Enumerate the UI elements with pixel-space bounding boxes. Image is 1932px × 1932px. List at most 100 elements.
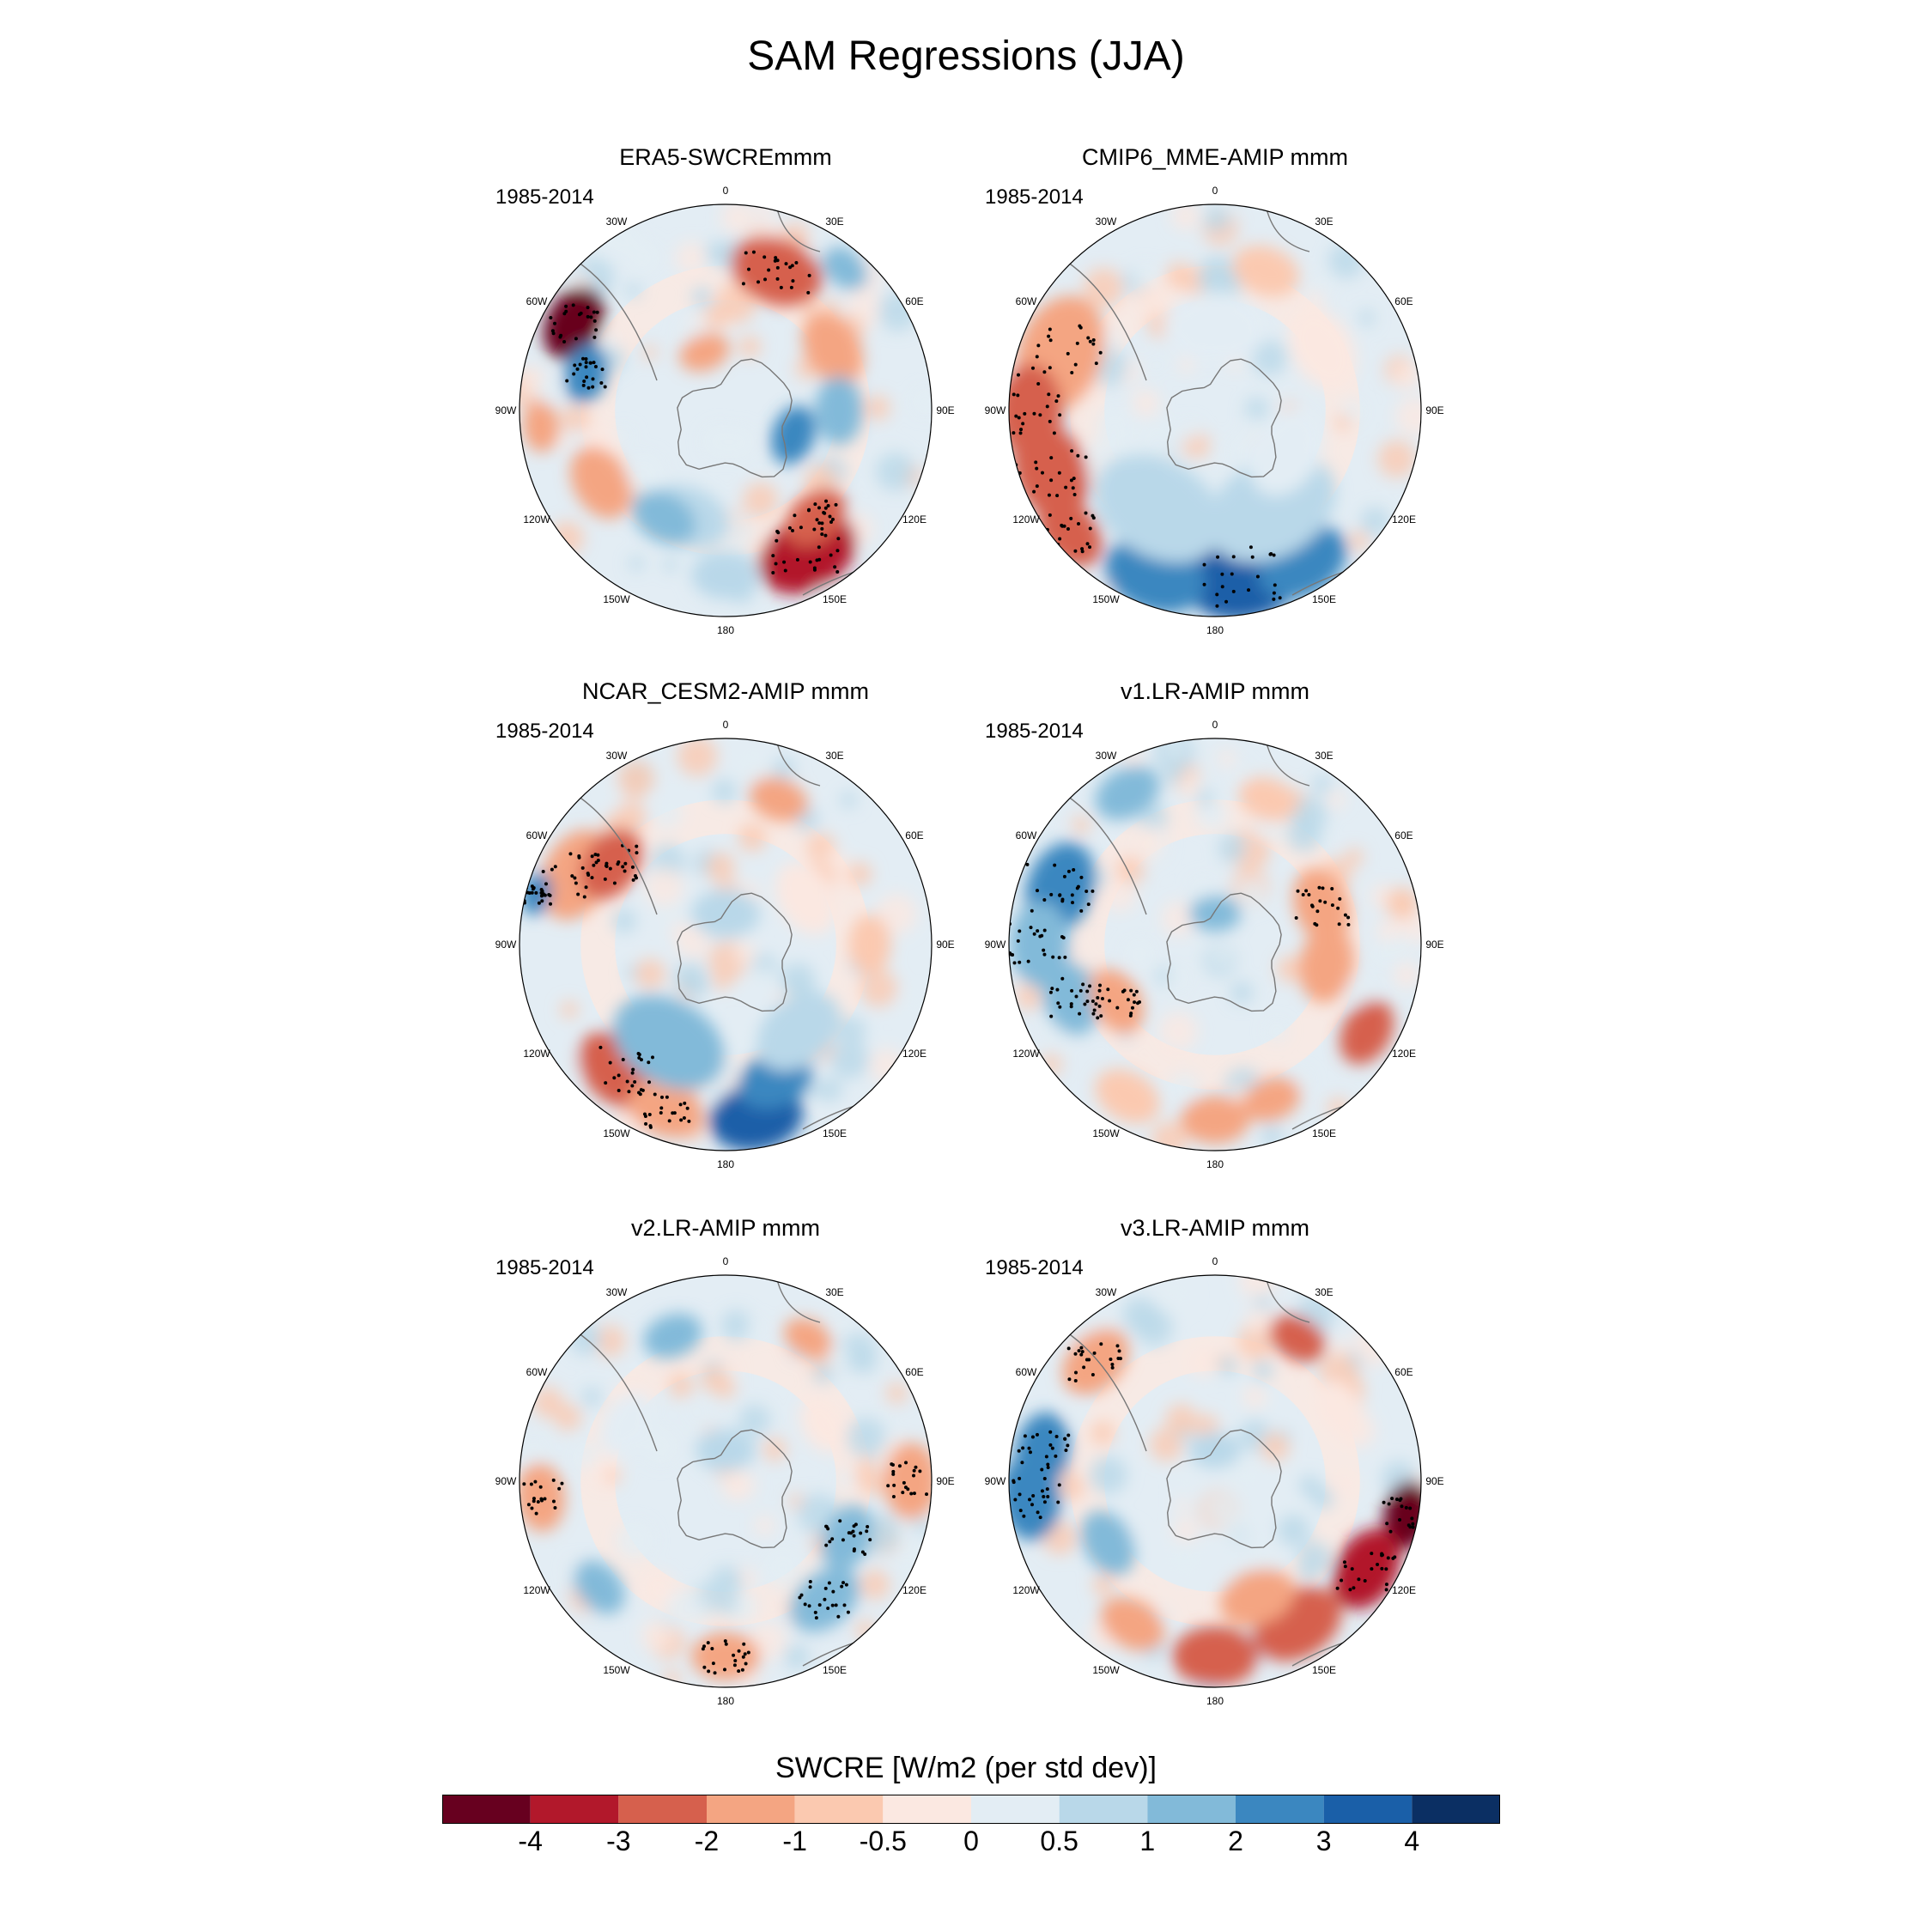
panel-period: 1985-2014 [495,185,594,209]
significance-stipple [1009,1342,1420,1592]
longitude-label: 120E [1392,1048,1416,1060]
longitude-label: 90E [936,939,954,951]
longitude-label: 60E [905,295,923,307]
longitude-label: 60E [905,829,923,841]
longitude-label: 150E [823,1664,847,1676]
longitude-label: 60W [526,829,548,841]
longitude-label: 150W [1092,1664,1120,1676]
longitude-label: 30W [1096,750,1117,762]
significance-stipple [1009,862,1351,1020]
longitude-label: 30E [1315,216,1333,228]
significance-stipple [549,250,841,574]
longitude-label: 30E [825,216,843,228]
longitude-label: 30E [825,750,843,762]
colorbar-tick-label: -0.5 [859,1826,907,1856]
longitude-label: 150W [603,1664,630,1676]
africa-outline [776,1279,821,1323]
antarctica-outline [677,358,793,478]
longitude-label: 120W [523,1584,550,1596]
longitude-label: 90E [1425,404,1443,416]
longitude-label: 120W [523,513,550,526]
longitude-label: 180 [717,1695,734,1707]
colorbar-segment [707,1795,795,1824]
colorbar-tick-label: -2 [694,1826,720,1856]
colorbar-segment [794,1795,884,1824]
panel-period: 1985-2014 [495,720,594,743]
panel-period: 1985-2014 [985,720,1084,743]
colorbar-segment [1059,1795,1148,1824]
antarctica-outline [1166,358,1282,478]
longitude-label: 180 [1206,624,1224,636]
map-border [1008,204,1422,617]
colorbar-title: SWCRE [W/m2 (per std dev)] [775,1752,1157,1784]
africa-outline [1266,742,1310,787]
colorbar-segment [530,1795,619,1824]
longitude-label: 60W [526,1366,548,1378]
longitude-label: 60E [1394,295,1413,307]
significance-stipple [519,1461,932,1675]
longitude-label: 120E [902,1584,927,1596]
map-border [519,1274,933,1688]
longitude-label: 0 [1212,1255,1218,1267]
colorbar-tick-label: 3 [1315,1826,1332,1856]
colorbar-segment [883,1795,971,1824]
colorbar-tick-label: 1 [1139,1826,1156,1856]
longitude-label: 60W [526,295,548,307]
map-border [519,204,933,617]
longitude-label: 150W [1092,1127,1120,1139]
longitude-label: 90E [936,404,954,416]
longitude-label: 180 [717,1158,734,1170]
polar-map: 0 30E 60E 90E 120E 150E 180 150W 120W 90W 60W 30W [495,719,955,1170]
colorbar-tick-label: 2 [1228,1826,1243,1856]
longitude-label: 30E [825,1286,843,1298]
longitude-label: 30W [1096,216,1117,228]
panel-title: v2.LR-AMIP mmm [630,1215,821,1241]
longitude-label: 90W [985,404,1006,416]
panel-period: 1985-2014 [985,185,1084,209]
longitude-label: 60W [1016,295,1037,307]
longitude-label: 120E [1392,1584,1416,1596]
longitude-label: 90W [985,939,1006,951]
longitude-label: 120W [523,1048,550,1060]
south-america-outline [574,259,658,381]
longitude-label: 0 [723,719,729,731]
longitude-label: 90W [495,1475,517,1487]
panel-v3: v3.LR-AMIP mmm 1985-2014 0 30E 60E 90E 120E 1… [975,1215,1455,1747]
longitude-label: 60E [1394,829,1413,841]
longitude-label: 30E [1315,750,1333,762]
colorbar-segment [971,1795,1060,1824]
significance-stipple [521,843,691,1129]
longitude-label: 0 [1212,719,1218,731]
panel-cesm2: NCAR_CESM2-AMIP mmm 1985-2014 0 30E 60E 90E… [485,678,966,1211]
africa-outline [1266,1279,1310,1323]
longitude-label: 150E [1312,593,1336,605]
polar-map: 0 30E 60E 90E 120E 150E 180 150W 120W 90W 60W 30W [495,1255,955,1707]
longitude-label: 30W [606,750,628,762]
panel-title: v1.LR-AMIP mmm [1120,678,1310,704]
longitude-label: 60E [905,1366,923,1378]
south-america-outline [1064,1330,1147,1452]
longitude-label: 150E [823,593,847,605]
colorbar-tick-label: -1 [782,1826,807,1856]
longitude-label: 30W [606,216,628,228]
colorbar-segment [1412,1795,1500,1824]
figure-title: SAM Regressions (JJA) [747,33,1185,79]
longitude-label: 30E [1315,1286,1333,1298]
panel-cmip6: CMIP6_MME-AMIP mmm 1985-2014 0 30E 60E 90E 1… [975,144,1455,677]
longitude-label: 180 [1206,1158,1224,1170]
longitude-label: 150W [1092,593,1120,605]
longitude-label: 180 [1206,1695,1224,1707]
africa-outline [776,742,821,787]
colorbar-tick-label: -4 [518,1826,543,1856]
polar-map: 0 30E 60E 90E 120E 150E 180 150W 120W 90W 60W 30W [495,185,955,636]
polar-map: 0 30E 60E 90E 120E 150E 180 150W 120W 90W 60W 30W [985,185,1444,636]
antarctica-outline [1166,892,1282,1012]
map-border [1008,738,1422,1151]
longitude-label: 0 [1212,185,1218,197]
longitude-label: 90W [495,404,517,416]
longitude-label: 120W [1012,1048,1040,1060]
longitude-label: 60W [1016,829,1037,841]
colorbar-tick-label: 0 [963,1826,979,1856]
colorbar-segment [618,1795,707,1824]
longitude-label: 0 [723,185,729,197]
